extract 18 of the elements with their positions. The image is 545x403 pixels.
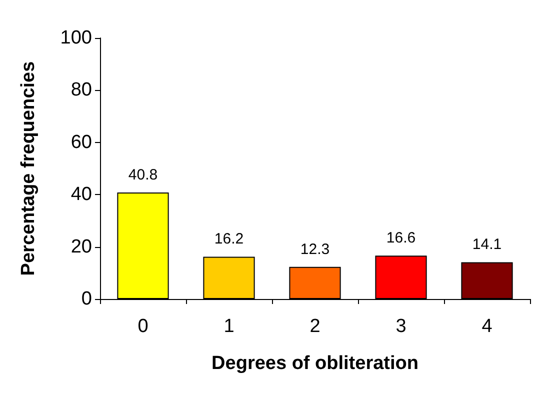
data-label: 40.8: [128, 166, 158, 184]
x-tick-label: 2: [310, 316, 320, 337]
data-label: 16.2: [214, 230, 244, 248]
y-axis-title: Percentage frequencies: [18, 61, 39, 276]
y-tick-label: 20: [70, 236, 92, 258]
x-tick-label: 3: [396, 316, 406, 337]
data-label: 14.1: [472, 236, 502, 254]
y-tick-label: 40: [70, 184, 92, 206]
data-label: 12.3: [300, 240, 330, 258]
y-tick-label: 0: [81, 288, 92, 310]
x-tick-label: 4: [482, 316, 493, 337]
y-tick-label: 100: [60, 28, 92, 48]
y-tick-label: 60: [70, 132, 92, 153]
x-tick-label: 1: [224, 316, 234, 337]
x-tick-label: 0: [138, 316, 148, 337]
y-tick-label: 80: [70, 80, 92, 101]
data-label: 16.6: [386, 230, 416, 247]
x-axis-title: Degrees of obliteration: [212, 353, 418, 374]
